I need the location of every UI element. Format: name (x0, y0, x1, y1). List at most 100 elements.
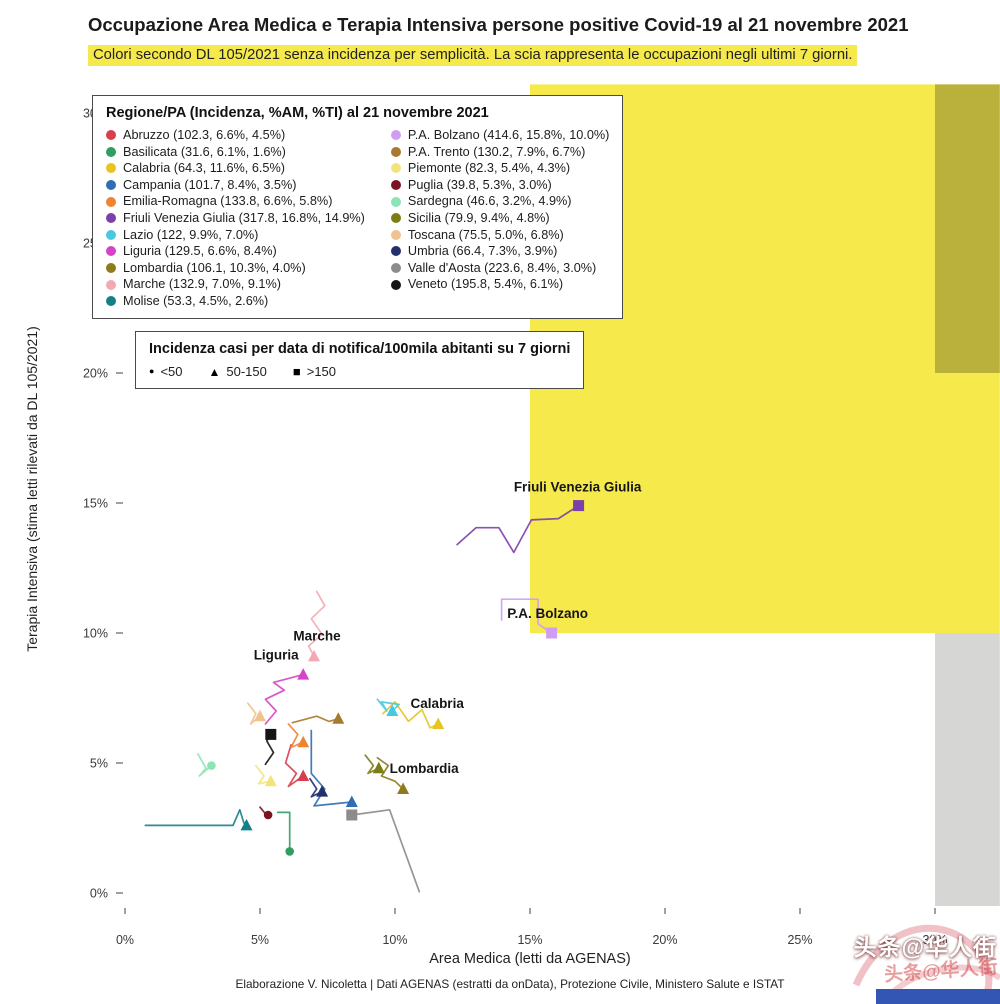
legend-item-label: Lombardia (106.1, 10.3%, 4.0%) (123, 260, 306, 275)
marker-puglia (263, 810, 273, 820)
point-label-marche: Marche (293, 628, 341, 643)
legend-column-1: Abruzzo (102.3, 6.6%, 4.5%) Basilicata (3… (106, 128, 365, 309)
y-tick-label: 15% (83, 497, 108, 511)
x-axis-title: Area Medica (letti da AGENAS) (429, 951, 631, 967)
marker-umbria (316, 785, 329, 797)
legend-item-liguria: Liguria (129.5, 6.6%, 8.4%) (106, 244, 365, 259)
legend-incidence: Incidenza casi per data di notifica/100m… (135, 331, 585, 389)
legend-item-label: Sardegna (46.6, 3.2%, 4.9%) (407, 194, 572, 209)
legend-item-label: Valle d'Aosta (223.6, 8.4%, 3.0%) (407, 260, 597, 275)
legend-item-label: Piemonte (82.3, 5.4%, 4.3%) (407, 161, 571, 176)
incidence-item-label: >150 (306, 364, 337, 379)
trail-piemonte (255, 764, 272, 785)
point-label-liguria: Liguria (254, 648, 299, 663)
trail-p-a-trento (291, 715, 340, 724)
legend-item-label: Friuli Venezia Giulia (317.8, 16.8%, 14.… (123, 210, 365, 225)
legend-item-p-a-bolzano: P.A. Bolzano (414.6, 15.8%, 10.0%) (390, 128, 609, 143)
circle-symbol-icon: ● (149, 366, 155, 376)
legend-swatch-icon (390, 163, 401, 174)
legend-item-sicilia: Sicilia (79.9, 9.4%, 4.8%) (390, 211, 610, 226)
legend-item-sardegna: Sardegna (46.6, 3.2%, 4.9%) (390, 194, 610, 209)
legend-item-valle-d-aosta: Valle d'Aosta (223.6, 8.4%, 3.0%) (390, 260, 610, 276)
marker-marche (308, 649, 320, 662)
trail-lombardia (376, 756, 404, 790)
legend-item-p-a-trento: P.A. Trento (130.2, 7.9%, 6.7%) (390, 144, 610, 160)
marker-liguria (297, 668, 310, 680)
legend-item-label: Calabria (64.3, 11.6%, 6.5%) (123, 161, 285, 176)
legend-item-friuli-venezia-giulia: Friuli Venezia Giulia (317.8, 16.8%, 14.… (106, 211, 365, 226)
trail-marche (307, 590, 326, 658)
legend-swatch-icon (106, 196, 116, 207)
x-tick-label: 15% (517, 933, 542, 947)
legend-swatch-icon (106, 163, 116, 174)
legend-item-label: P.A. Trento (130.2, 7.9%, 6.7%) (407, 144, 586, 159)
watermark-scribble-icon (887, 964, 1000, 998)
trail-sicilia (364, 754, 380, 775)
marker-valle-d-aosta (346, 809, 358, 821)
y-tick-label: 5% (90, 757, 108, 771)
trail-liguria (264, 673, 305, 725)
y-tick-label: 0% (90, 887, 108, 901)
x-tick-label: 30% (922, 933, 947, 947)
legend-item-marche: Marche (132.9, 7.0%, 9.1%) (106, 277, 365, 292)
legend-swatch-icon (106, 146, 116, 157)
marker-molise (240, 818, 253, 831)
legend-item-label: Puglia (39.8, 5.3%, 3.0%) (407, 177, 552, 192)
legend-swatch-icon (390, 130, 401, 141)
chart-title: Occupazione Area Medica e Terapia Intens… (88, 14, 909, 35)
legend-column-2: P.A. Bolzano (414.6, 15.8%, 10.0%) P.A. T… (390, 128, 610, 309)
trail-sardegna (197, 753, 213, 777)
x-tick-label: 20% (652, 933, 677, 947)
point-label-calabria: Calabria (411, 696, 465, 711)
trail-lazio (376, 698, 400, 712)
legend-item-veneto: Veneto (195.8, 5.4%, 6.1%) (390, 277, 610, 292)
trail-umbria (309, 777, 323, 798)
legend-item-label: Basilicata (31.6, 6.1%, 1.6%) (123, 144, 286, 159)
legend-item-label: Marche (132.9, 7.0%, 9.1%) (123, 277, 281, 292)
legend-item-basilicata: Basilicata (31.6, 6.1%, 1.6%) (106, 145, 365, 160)
legend-item-piemonte: Piemonte (82.3, 5.4%, 4.3%) (390, 161, 610, 176)
legend-item-lazio: Lazio (122, 9.9%, 7.0%) (106, 228, 365, 243)
marker-p-a-trento (332, 712, 345, 724)
x-tick-label: 10% (382, 933, 407, 947)
legend-item-label: Veneto (195.8, 5.4%, 6.1%) (407, 277, 564, 292)
x-tick-label: 0% (116, 933, 134, 947)
legend-item-toscana: Toscana (75.5, 5.0%, 6.8%) (390, 228, 610, 243)
point-label-p-a-bolzano: P.A. Bolzano (507, 606, 588, 621)
marker-sardegna (207, 761, 216, 770)
legend-swatch-icon (106, 213, 116, 224)
legend-item-label: Molise (53.3, 4.5%, 2.6%) (123, 293, 269, 308)
watermark-text: 头条@华人街 (853, 934, 997, 960)
incidence-item-circle: ● <50 (149, 364, 183, 379)
point-label-lombardia: Lombardia (390, 761, 460, 776)
marker-calabria (432, 717, 445, 729)
watermark-scribble-icon (852, 924, 993, 1000)
legend-item-campania: Campania (101.7, 8.4%, 3.5%) (106, 178, 365, 193)
legend-item-label: Umbria (66.4, 7.3%, 3.9%) (407, 244, 558, 259)
zone-gray (935, 633, 1000, 906)
legend-swatch-icon (390, 146, 401, 157)
legend-swatch-icon (106, 246, 116, 257)
legend-item-emilia-romagna: Emilia-Romagna (133.8, 6.6%, 5.8%) (106, 194, 365, 209)
legend-swatch-icon (390, 213, 401, 224)
legend-item-lombardia: Lombardia (106.1, 10.3%, 4.0%) (106, 261, 365, 276)
legend-swatch-icon (106, 296, 116, 307)
legend-swatch-icon (106, 229, 116, 240)
y-tick-label: 10% (83, 627, 108, 641)
legend-item-umbria: Umbria (66.4, 7.3%, 3.9%) (390, 244, 610, 259)
x-tick-label: 25% (787, 933, 812, 947)
y-axis-title: Terapia Intensiva (stima letti rilevati … (24, 326, 40, 652)
marker-veneto (265, 728, 277, 740)
trail-campania (310, 729, 353, 807)
x-tick-label: 5% (251, 933, 269, 947)
marker-abruzzo (297, 769, 310, 781)
legend-regions-title: Regione/PA (Incidenza, %AM, %TI) al 21 n… (106, 105, 489, 121)
legend-swatch-icon (106, 279, 116, 290)
marker-lazio (386, 704, 399, 716)
legend-item-puglia: Puglia (39.8, 5.3%, 3.0%) (390, 177, 610, 193)
trail-basilicata (276, 811, 291, 853)
marker-p-a-bolzano (546, 627, 558, 639)
trail-emilia-romagna (287, 723, 305, 749)
trail-p-a-bolzano (500, 598, 553, 634)
